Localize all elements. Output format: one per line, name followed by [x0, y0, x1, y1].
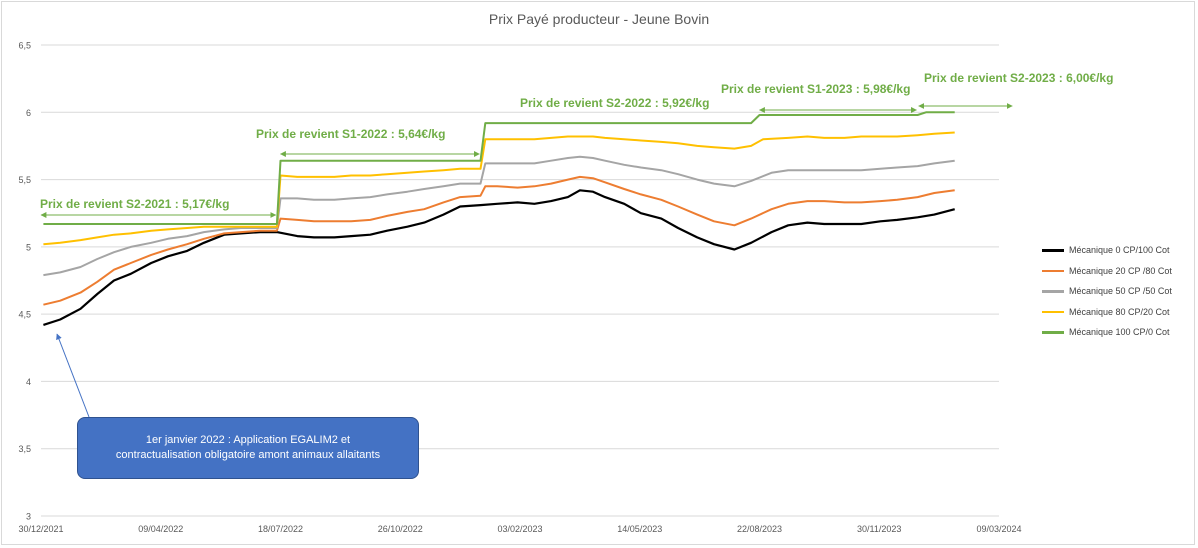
- y-tick-label: 3,5: [18, 444, 31, 454]
- x-tick-label: 09/04/2022: [138, 524, 183, 534]
- series-line-3: [43, 155, 955, 277]
- cost-price-label-3: Prix de revient S2-2022 : 5,92€/kg: [520, 96, 709, 110]
- legend-item-1: Mécanique 0 CP/100 Cot: [1042, 240, 1172, 261]
- callout-line-1: 1er janvier 2022 : Application EGALIM2 e…: [145, 434, 351, 446]
- legend-item-3: Mécanique 50 CP /50 Cot: [1042, 281, 1172, 302]
- callout-line-2: contractualisation obligatoire amont ani…: [115, 449, 381, 461]
- legend-item-2: Mécanique 20 CP /80 Cot: [1042, 261, 1172, 282]
- callout-pointer-arrow: [56, 333, 90, 418]
- series-line-2: [43, 175, 955, 306]
- x-tick-label: 30/12/2021: [18, 524, 63, 534]
- legend-label: Mécanique 80 CP/20 Cot: [1069, 306, 1170, 317]
- legend-item-5: Mécanique 100 CP/0 Cot: [1042, 322, 1172, 343]
- legend-label: Mécanique 100 CP/0 Cot: [1069, 327, 1170, 338]
- legend-item-4: Mécanique 80 CP/20 Cot: [1042, 302, 1172, 323]
- x-tick-label: 26/10/2022: [378, 524, 423, 534]
- y-tick-label: 4,5: [18, 310, 31, 320]
- cost-price-label-2: Prix de revient S1-2022 : 5,64€/kg: [256, 127, 445, 141]
- y-tick-label: 6,5: [18, 41, 31, 51]
- cost-price-label-1: Prix de revient S2-2021 : 5,17€/kg: [40, 197, 229, 211]
- series-line-1: [43, 189, 955, 326]
- y-tick-label: 5,5: [18, 175, 31, 185]
- chart-title: Prix Payé producteur - Jeune Bovin: [488, 11, 710, 27]
- legend-label: Mécanique 0 CP/100 Cot: [1069, 245, 1170, 256]
- egalim-callout-box: 1er janvier 2022 : Application EGALIM2 e…: [77, 417, 419, 479]
- x-tick-label: 09/03/2024: [976, 524, 1021, 534]
- y-tick-label: 3: [26, 512, 31, 522]
- x-tick-label: 30/11/2023: [857, 524, 901, 534]
- series-line-4: [43, 131, 955, 246]
- series-line-5: [43, 111, 955, 225]
- x-tick-label: 22/08/2023: [737, 524, 782, 534]
- x-tick-label: 14/05/2023: [617, 524, 662, 534]
- legend-swatch: [1042, 249, 1064, 252]
- legend-swatch: [1042, 310, 1064, 313]
- cost-price-label-5: Prix de revient S2-2023 : 6,00€/kg: [924, 71, 1113, 85]
- legend-swatch: [1042, 331, 1064, 334]
- x-tick-label: 18/07/2022: [258, 524, 303, 534]
- legend-label: Mécanique 50 CP /50 Cot: [1069, 286, 1172, 297]
- x-tick-label: 03/02/2023: [497, 524, 542, 534]
- legend-swatch: [1042, 269, 1064, 272]
- y-tick-label: 6: [26, 108, 31, 118]
- y-tick-label: 4: [26, 377, 31, 387]
- legend-swatch: [1042, 290, 1064, 293]
- chart-legend: Mécanique 0 CP/100 Cot Mécanique 20 CP /8…: [1042, 240, 1172, 343]
- legend-label: Mécanique 20 CP /80 Cot: [1069, 265, 1172, 276]
- y-tick-label: 5: [26, 242, 31, 252]
- cost-price-label-4: Prix de revient S1-2023 : 5,98€/kg: [721, 82, 910, 96]
